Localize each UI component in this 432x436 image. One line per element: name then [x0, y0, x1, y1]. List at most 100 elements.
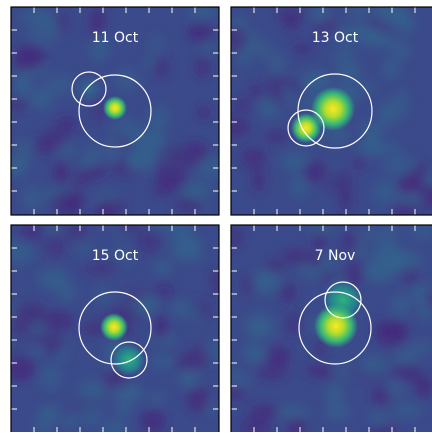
noise-blob [174, 356, 198, 371]
noise-blob [76, 401, 102, 425]
noise-blob [227, 26, 249, 52]
noise-blob [333, 46, 356, 68]
noise-blob [45, 222, 61, 233]
noise-blob [368, 411, 388, 424]
panel-label: 15 Oct [92, 248, 139, 264]
noise-blob [281, 90, 299, 106]
noise-blob [38, 405, 59, 423]
noise-blob [391, 293, 410, 316]
noise-blob [169, 228, 195, 251]
noise-blob [326, 384, 343, 404]
panel: 13 Oct [222, 0, 432, 219]
panel-label: 13 Oct [312, 30, 359, 46]
noise-blob [111, 119, 139, 140]
noise-blob [365, 29, 385, 46]
noise-blob [18, 88, 36, 98]
noise-blob [80, 156, 93, 171]
noise-blob [250, 405, 278, 420]
noise-blob [257, 364, 289, 380]
noise-blob [327, 169, 353, 192]
noise-blob [104, 138, 121, 162]
noise-blob [137, 229, 160, 254]
noise-blob [45, 235, 66, 257]
noise-blob [392, 403, 422, 418]
noise-blob [383, 59, 400, 79]
noise-blob [153, 282, 176, 299]
noise-blob [66, 224, 88, 240]
noise-blob [62, 415, 77, 429]
noise-blob [270, 53, 285, 75]
noise-blob [265, 75, 290, 89]
source-blob [291, 113, 321, 143]
noise-blob [20, 66, 50, 76]
noise-blob [116, 403, 131, 417]
panel-label: 7 Nov [315, 248, 356, 264]
noise-blob [220, 386, 246, 400]
panel-label: 11 Oct [92, 30, 139, 46]
noise-blob [97, 198, 129, 214]
noise-blob [22, 187, 44, 210]
noise-blob [148, 393, 164, 404]
panel: 11 Oct [1, 5, 228, 225]
noise-blob [186, 303, 203, 321]
noise-blob [372, 142, 401, 155]
noise-blob [196, 106, 210, 119]
noise-blob [12, 139, 32, 162]
noise-blob [240, 275, 256, 297]
noise-blob [224, 228, 244, 249]
noise-blob [277, 406, 308, 419]
noise-blob [222, 117, 250, 137]
noise-blob [332, 365, 354, 380]
noise-blob [33, 10, 60, 30]
noise-blob [391, 8, 412, 27]
figure: 11 Oct 13 Oct 15 Oct 7 Nov [0, 0, 432, 432]
noise-blob [280, 283, 296, 302]
noise-blob [308, 223, 335, 234]
noise-blob [57, 282, 76, 301]
noise-blob [254, 270, 279, 282]
panel: 7 Nov [220, 221, 432, 432]
noise-blob [77, 242, 92, 256]
noise-blob [4, 357, 35, 381]
noise-blob [266, 345, 291, 368]
noise-blob [155, 314, 167, 339]
noise-blob [179, 368, 198, 389]
noise-blob [153, 262, 172, 274]
noise-blob [29, 96, 53, 108]
noise-blob [303, 161, 328, 182]
noise-blob [259, 96, 280, 118]
noise-blob [236, 50, 251, 66]
noise-blob [10, 309, 31, 335]
noise-blob [363, 259, 394, 283]
noise-blob [15, 45, 45, 67]
noise-blob [168, 148, 190, 169]
noise-blob [305, 365, 328, 376]
noise-blob [325, 403, 351, 419]
noise-blob [200, 40, 215, 53]
noise-blob [53, 161, 67, 186]
noise-blob [232, 100, 252, 111]
noise-blob [83, 263, 114, 275]
noise-blob [375, 324, 406, 346]
noise-blob [340, 187, 352, 212]
noise-blob [388, 379, 404, 398]
noise-blob [241, 147, 267, 168]
noise-blob [384, 226, 398, 239]
noise-blob [196, 157, 227, 178]
noise-blob [175, 197, 203, 218]
noise-blob [418, 297, 432, 320]
panel: 15 Oct [0, 213, 228, 432]
noise-blob [392, 364, 422, 382]
noise-blob [153, 57, 170, 78]
noise-blob [384, 155, 415, 176]
noise-blob [45, 124, 70, 147]
noise-blob [210, 270, 223, 293]
noise-blob [252, 168, 264, 193]
noise-blob [140, 410, 166, 432]
noise-blob [4, 241, 33, 264]
noise-blob [171, 249, 202, 261]
noise-blob [361, 355, 386, 378]
noise-blob [149, 356, 178, 367]
source-blob [113, 344, 145, 376]
noise-blob [149, 106, 170, 130]
